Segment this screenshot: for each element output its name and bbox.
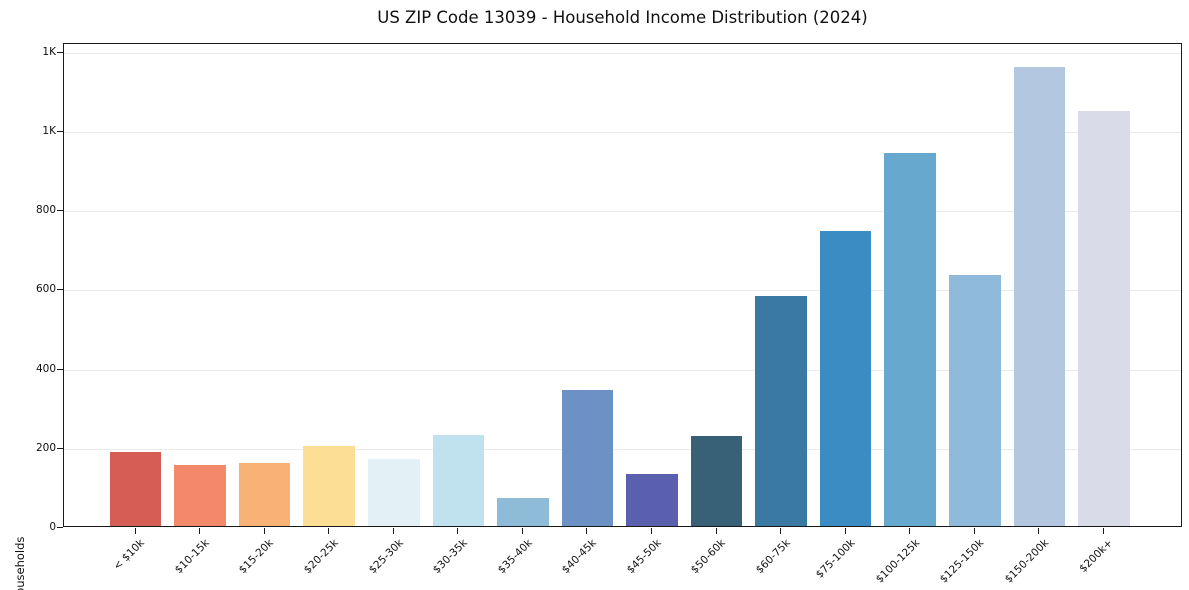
bar-< $10k xyxy=(109,451,162,526)
y-tick-mark xyxy=(57,210,63,212)
x-tick-label: $30-35k xyxy=(430,537,470,577)
gridline xyxy=(64,369,1181,371)
y-tick-mark xyxy=(57,527,63,528)
x-tick-mark xyxy=(328,528,330,534)
x-tick-label: $15-20k xyxy=(237,537,277,577)
x-tick-label: $10-15k xyxy=(172,537,212,577)
bar-$75-100k xyxy=(819,230,872,526)
x-tick-mark xyxy=(715,528,717,534)
x-tick-label: $20-25k xyxy=(301,537,341,577)
gridline xyxy=(64,290,1181,292)
y-tick-mark xyxy=(57,289,63,291)
y-tick-mark xyxy=(57,51,63,53)
x-tick-mark xyxy=(392,528,394,534)
x-tick-label: $50-60k xyxy=(688,537,729,577)
x-tick-mark xyxy=(521,528,523,534)
x-tick-mark xyxy=(651,528,652,534)
x-tick-label: $40-45k xyxy=(559,537,599,577)
x-tick-label: $200k+ xyxy=(1077,537,1116,575)
bar-$20-25k xyxy=(303,445,356,526)
y-tick-label: 200 xyxy=(35,441,56,454)
bar-$40-45k xyxy=(561,389,614,526)
x-tick-mark xyxy=(263,528,265,534)
x-tick-label: $150-200k xyxy=(1002,537,1051,586)
bar-$50-60k xyxy=(690,435,743,526)
x-tick-mark xyxy=(1038,528,1040,534)
bar-$100-125k xyxy=(884,152,936,526)
bar-$30-35k xyxy=(432,434,485,526)
x-tick-mark xyxy=(973,528,975,534)
bar-$200k+ xyxy=(1078,110,1130,526)
y-tick-mark xyxy=(57,130,63,132)
bar-$150-200k xyxy=(1013,66,1066,526)
x-tick-mark xyxy=(909,528,911,534)
x-tick-label: $100-125k xyxy=(873,537,922,586)
x-tick-mark xyxy=(780,528,782,534)
x-tick-label: $45-50k xyxy=(624,537,664,577)
bar-$125-150k xyxy=(948,275,1001,526)
y-tick-label: 0 xyxy=(49,521,56,533)
chart-title: US ZIP Code 13039 - Household Income Dis… xyxy=(377,8,868,27)
plot-area xyxy=(63,43,1182,527)
bar-$10-15k xyxy=(174,465,226,526)
x-tick-mark xyxy=(134,528,136,534)
x-tick-mark xyxy=(457,528,459,534)
x-tick-label: $60-75k xyxy=(753,537,793,577)
x-tick-mark xyxy=(586,528,588,534)
y-tick-label: 800 xyxy=(35,204,56,217)
x-tick-label: $75-100k xyxy=(813,537,858,581)
x-tick-mark xyxy=(1102,528,1104,534)
x-tick-label: $35-40k xyxy=(495,537,535,577)
y-tick-label: 1K xyxy=(42,124,56,137)
y-axis-label: Households xyxy=(13,536,27,590)
x-tick-label: < $10k xyxy=(111,537,148,573)
y-tick-mark xyxy=(57,368,63,370)
bar-$25-30k xyxy=(368,458,420,526)
y-tick-label: 600 xyxy=(35,283,56,296)
bar-$35-40k xyxy=(497,497,549,526)
x-tick-label: $125-150k xyxy=(937,537,987,586)
y-tick-label: 400 xyxy=(35,362,56,375)
y-tick-mark xyxy=(57,447,63,449)
gridline xyxy=(64,211,1181,213)
x-tick-mark xyxy=(844,528,846,534)
x-tick-label: $25-30k xyxy=(366,537,406,577)
gridline xyxy=(64,52,1181,54)
bar-$15-20k xyxy=(238,463,291,526)
bar-$60-75k xyxy=(755,295,807,526)
gridline xyxy=(64,448,1181,450)
y-tick-label: 1K xyxy=(42,45,56,58)
bar-$45-50k xyxy=(626,473,678,526)
x-tick-mark xyxy=(199,528,201,534)
gridline xyxy=(64,131,1181,133)
